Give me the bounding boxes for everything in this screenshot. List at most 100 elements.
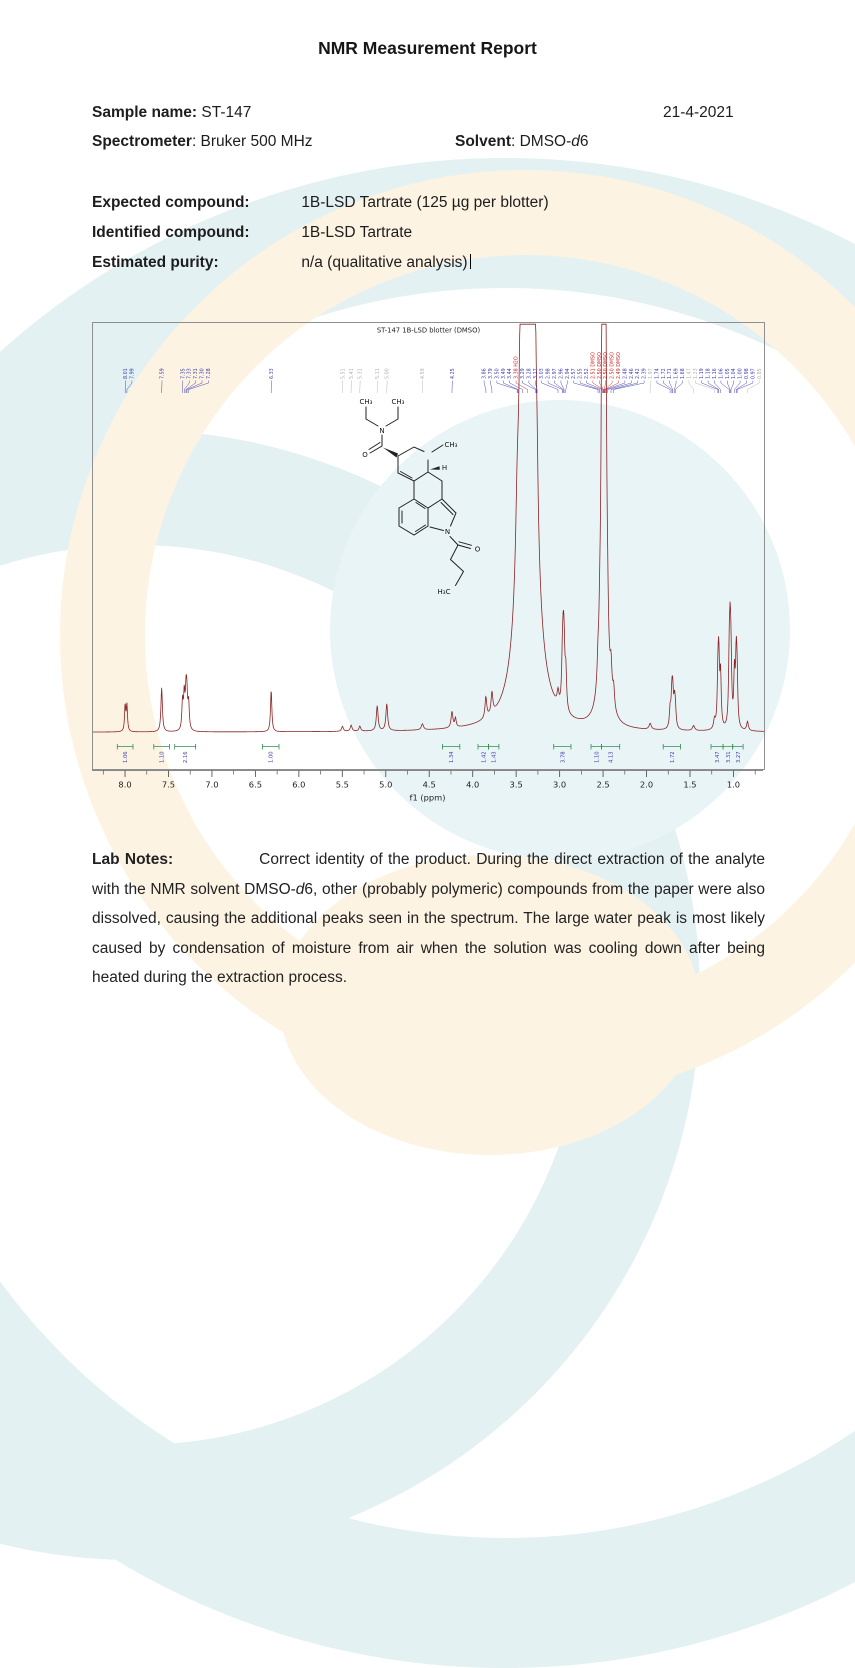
integral-value: 1.00 [269,751,275,763]
peak-label: 5.00 [385,368,391,379]
x-axis-title: f1 (ppm) [410,793,446,803]
integral-bracket [489,744,499,750]
peak-label-leader [689,381,694,394]
x-axis-tick-label: 4.0 [466,780,479,790]
integral-value: 4.13 [609,751,615,763]
x-axis-tick-label: 5.5 [336,780,349,790]
x-axis-tick-label: 8.0 [118,780,131,790]
report-page: NMR Measurement Report Sample name: ST-1… [0,0,855,1024]
peak-label-leader [727,381,730,394]
peak-label: 4.25 [450,368,456,379]
sample-name-row: Sample name: ST-147 [92,104,251,122]
peak-label: 7.33 [187,368,193,379]
integral-value: 1.34 [449,751,455,763]
solvent-row: Solvent: DMSO-d6 [455,133,589,151]
integral-value: 1.10 [594,751,600,763]
solvent-value: : DMSO- [511,133,571,150]
peak-label-leader [611,381,638,394]
peak-label: 3.79 [488,368,494,379]
peak-label: 3.86 [482,368,488,379]
peak-label-leader [127,381,132,394]
peak-label: 0.85 [757,368,763,379]
peak-label-leader [736,381,746,394]
peak-label-leader [675,381,682,394]
integral-value: 1.43 [492,751,498,763]
atom-label: CH₃ [392,398,405,406]
integral-value: 1.06 [123,751,129,763]
peak-label: 2.46 [629,368,635,379]
peak-label: 4.59 [420,368,426,379]
estimated-purity-value: n/a (qualitative analysis) [301,254,467,271]
peak-label-leader [566,381,568,394]
peak-label: 7.99 [129,368,135,379]
integral-value: 2.16 [183,751,189,763]
peak-label-leader [580,381,600,394]
peak-label: 1.69 [674,368,680,379]
identified-compound-label: Identified compound: [92,224,297,242]
x-axis-tick-label: 7.5 [162,780,175,790]
peak-label: 7.35 [180,368,186,379]
lab-notes-label: Lab Notes: [92,851,173,868]
peak-label: 7.30 [200,368,206,379]
peak-label: 1.47 [686,368,692,379]
integral-bracket [554,744,571,750]
integral-bracket [591,744,602,750]
peak-label: 1.23 [693,368,699,379]
x-axis-tick-label: 3.0 [553,780,566,790]
integral-bracket [263,744,280,750]
peak-label: 1.18 [706,368,712,379]
spectrometer-value: : Bruker 500 MHz [192,133,313,150]
identified-compound-row: Identified compound: 1B-LSD Tartrate [92,224,412,242]
peak-label-leader [748,381,760,394]
integral-bracket [442,744,459,750]
peak-label: 6.33 [269,368,275,379]
peak-label-leader [574,381,598,394]
integral-value: 3.47 [715,751,721,763]
x-axis-tick-label: 3.5 [510,780,523,790]
peak-label: 2.94 [565,368,571,379]
peak-label: 2.51 DMSO [590,352,596,379]
peak-label: 7.31 [193,368,199,379]
report-date: 21-4-2021 [663,104,734,122]
integral-bracket [154,744,170,750]
peak-label: 0.97 [750,368,756,379]
peak-label: 2.39 [642,368,648,379]
peak-label: 3.44 [507,368,513,379]
peak-label-leader [702,381,718,394]
peak-label: 2.97 [552,368,558,379]
spectrometer-row: Spectrometer: Bruker 500 MHz [92,133,313,151]
peak-label: 1.68 [680,368,686,379]
peak-label: 1.19 [699,368,705,379]
peak-label: 1.06 [718,368,724,379]
peak-label-leader [708,381,719,394]
atom-label: H [442,464,447,472]
x-axis-tick-label: 2.0 [640,780,653,790]
peak-label: 3.27 [533,368,539,379]
estimated-purity-label: Estimated purity: [92,254,297,272]
expected-compound-row: Expected compound: 1B-LSD Tartrate (125 … [92,194,549,212]
peak-label: 8.01 [123,368,129,379]
molecule-structure: CH₃ CH₃ N O CH₃ H N O H₃C [331,381,511,621]
peak-label: 2.42 [635,368,641,379]
integral-value: 1.10 [160,751,166,763]
page-title: NMR Measurement Report [0,38,855,59]
integral-value: 3.27 [736,751,742,763]
plot-title: ST-147 1B-LSD blotter (DMSO) [377,327,481,335]
peak-label: 5.41 [349,368,355,379]
peak-label: 2.98 [546,368,552,379]
peak-label: 2.50 DMSO [597,352,603,379]
peak-label: 3.03 [539,368,545,379]
integral-value: 1.72 [670,751,676,763]
peak-label-leader [555,381,564,394]
peak-label: 2.52 [584,368,590,379]
atom-label: N [379,427,384,435]
peak-label-leader [548,381,562,394]
expected-compound-value: 1B-LSD Tartrate (125 µg per blotter) [301,194,548,211]
peak-label-leader [189,381,209,394]
peak-label: 1.71 [667,368,673,379]
integral-bracket [175,744,196,750]
peak-label: 0.98 [744,368,750,379]
peak-label: 2.49 DMSO [616,352,622,379]
